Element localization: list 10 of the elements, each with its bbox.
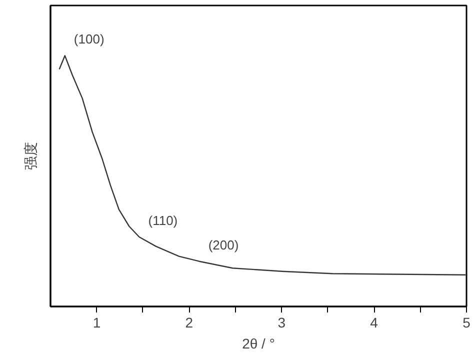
y-axis-title: 强度: [24, 142, 40, 170]
x-axis-title: 2θ / °: [242, 336, 275, 352]
annotation: (110): [148, 213, 178, 228]
annotation: (200): [208, 237, 239, 252]
x-tick-label: 1: [92, 314, 101, 330]
x-tick-label: 2: [185, 314, 194, 330]
x-tick-label: 3: [278, 314, 286, 330]
x-tick-label: 5: [462, 314, 471, 330]
annotation: (100): [74, 32, 104, 47]
x-tick-label: 4: [370, 314, 378, 330]
